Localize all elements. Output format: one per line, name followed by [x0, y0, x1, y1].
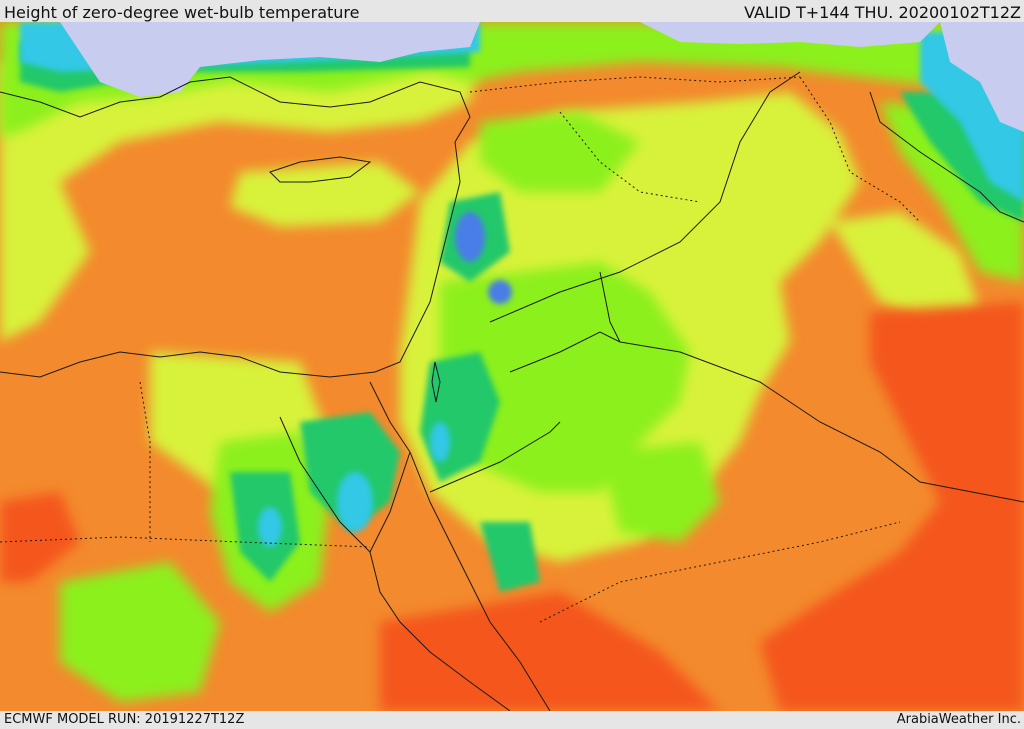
border-jordan-saudi-south	[429, 421, 561, 493]
model-run-label: ECMWF MODEL RUN: 20191227T12Z	[4, 712, 245, 727]
border-dotted-turkey-syria	[469, 76, 801, 93]
lime-zone-jordan	[440, 262, 690, 492]
coastline-north-africa	[0, 351, 376, 378]
credit-label: ArabiaWeather Inc.	[896, 712, 1021, 727]
cyan-spot-sinai	[337, 472, 373, 532]
coastline-iran	[869, 91, 1024, 223]
valid-time: VALID T+144 THU. 20200102T12Z	[744, 3, 1021, 22]
border-dotted-iran-iraq	[799, 76, 921, 223]
border-dotted-egypt-sudan	[0, 536, 371, 548]
coastline-levant	[374, 141, 461, 373]
border-saudi-iraq	[489, 71, 801, 323]
dead-sea	[431, 361, 441, 403]
green-zone-sinai	[300, 412, 400, 532]
cyan-spot-west-bank	[430, 422, 450, 462]
red-orange-zone-east-arabia	[760, 302, 1024, 711]
border-jordan-saudi	[509, 331, 1024, 503]
coastline-gulf-of-suez	[279, 416, 371, 553]
yellow-zone-east	[830, 212, 980, 322]
yellow-zone-cyprus	[230, 162, 420, 227]
very-low-zone-iran	[940, 22, 1024, 132]
map-header: Height of zero-degree wet-bulb temperatu…	[0, 0, 1024, 22]
yellow-zone-west	[0, 182, 90, 342]
cyan-spot-egypt	[258, 507, 282, 547]
map-footer: ECMWF MODEL RUN: 20191227T12Z ArabiaWeat…	[0, 711, 1024, 729]
lime-zone-syria	[480, 112, 640, 192]
weather-map	[0, 22, 1024, 711]
red-orange-zone-north-africa	[0, 492, 80, 582]
coastline-red-sea-east	[409, 451, 551, 711]
coastline-red-sea-west	[369, 551, 511, 711]
border-saudi-kuwait	[599, 271, 621, 343]
coastline-turkey	[0, 76, 471, 143]
map-title: Height of zero-degree wet-bulb temperatu…	[4, 3, 360, 22]
border-dotted-libya-egypt	[139, 381, 151, 542]
green-zone-hejaz	[480, 522, 540, 592]
coastline-cyprus	[269, 156, 372, 183]
very-low-zone-turkey-east	[640, 22, 940, 47]
red-orange-zone-south-red-sea	[380, 592, 720, 711]
cyan-spot-lebanon	[455, 212, 485, 262]
cyan-spot-jordan	[488, 280, 512, 304]
coastline-gulf-of-aqaba	[369, 451, 411, 553]
border-egypt-israel	[369, 381, 411, 453]
border-dotted-saudi-yemen	[539, 521, 901, 623]
lime-zone-saudi-central	[600, 442, 720, 542]
lime-zone-egypt-south	[60, 562, 220, 702]
very-low-zone-turkey	[60, 22, 480, 97]
